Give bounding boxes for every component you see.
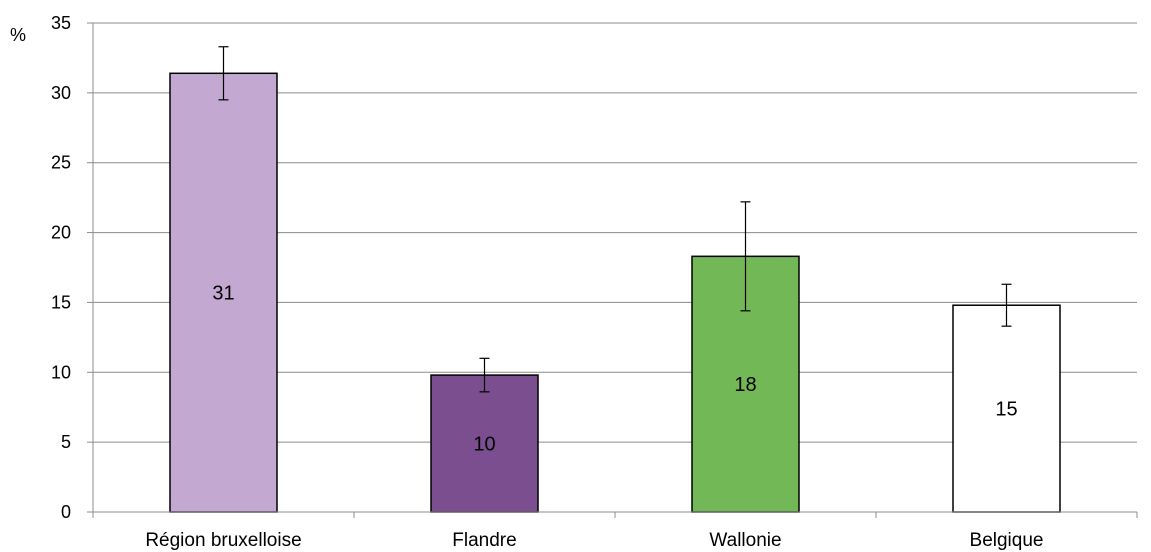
x-axis-categories: Région bruxelloise Flandre Wallonie Belgiqu… [145,530,1043,551]
data-label: 15 [995,399,1017,421]
bar [952,304,1061,513]
x-category-label: Flandre [452,530,516,551]
bar [169,72,278,513]
x-category-label: Wallonie [709,530,781,551]
bars [169,72,1061,513]
data-labels: 31 10 18 15 [212,283,1017,456]
data-label: 10 [473,434,495,456]
y-tick-label: 35 [51,13,71,33]
y-axis-ticks: 0 5 10 15 20 25 30 35 [51,13,93,522]
y-tick-label: 25 [51,153,71,173]
y-tick-label: 15 [51,292,71,312]
x-category-label: Belgique [970,530,1044,551]
y-tick-label: 30 [51,83,71,103]
axes [92,23,1138,518]
y-tick-label: 0 [61,502,71,522]
data-label: 31 [212,283,234,305]
y-tick-label: 5 [61,432,71,452]
data-label: 18 [734,374,756,396]
y-axis-unit-label: % [10,25,26,45]
x-category-label: Région bruxelloise [145,530,301,551]
y-tick-label: 20 [51,223,71,243]
error-bars [218,46,1012,393]
bar [430,374,539,513]
y-tick-label: 10 [51,362,71,382]
